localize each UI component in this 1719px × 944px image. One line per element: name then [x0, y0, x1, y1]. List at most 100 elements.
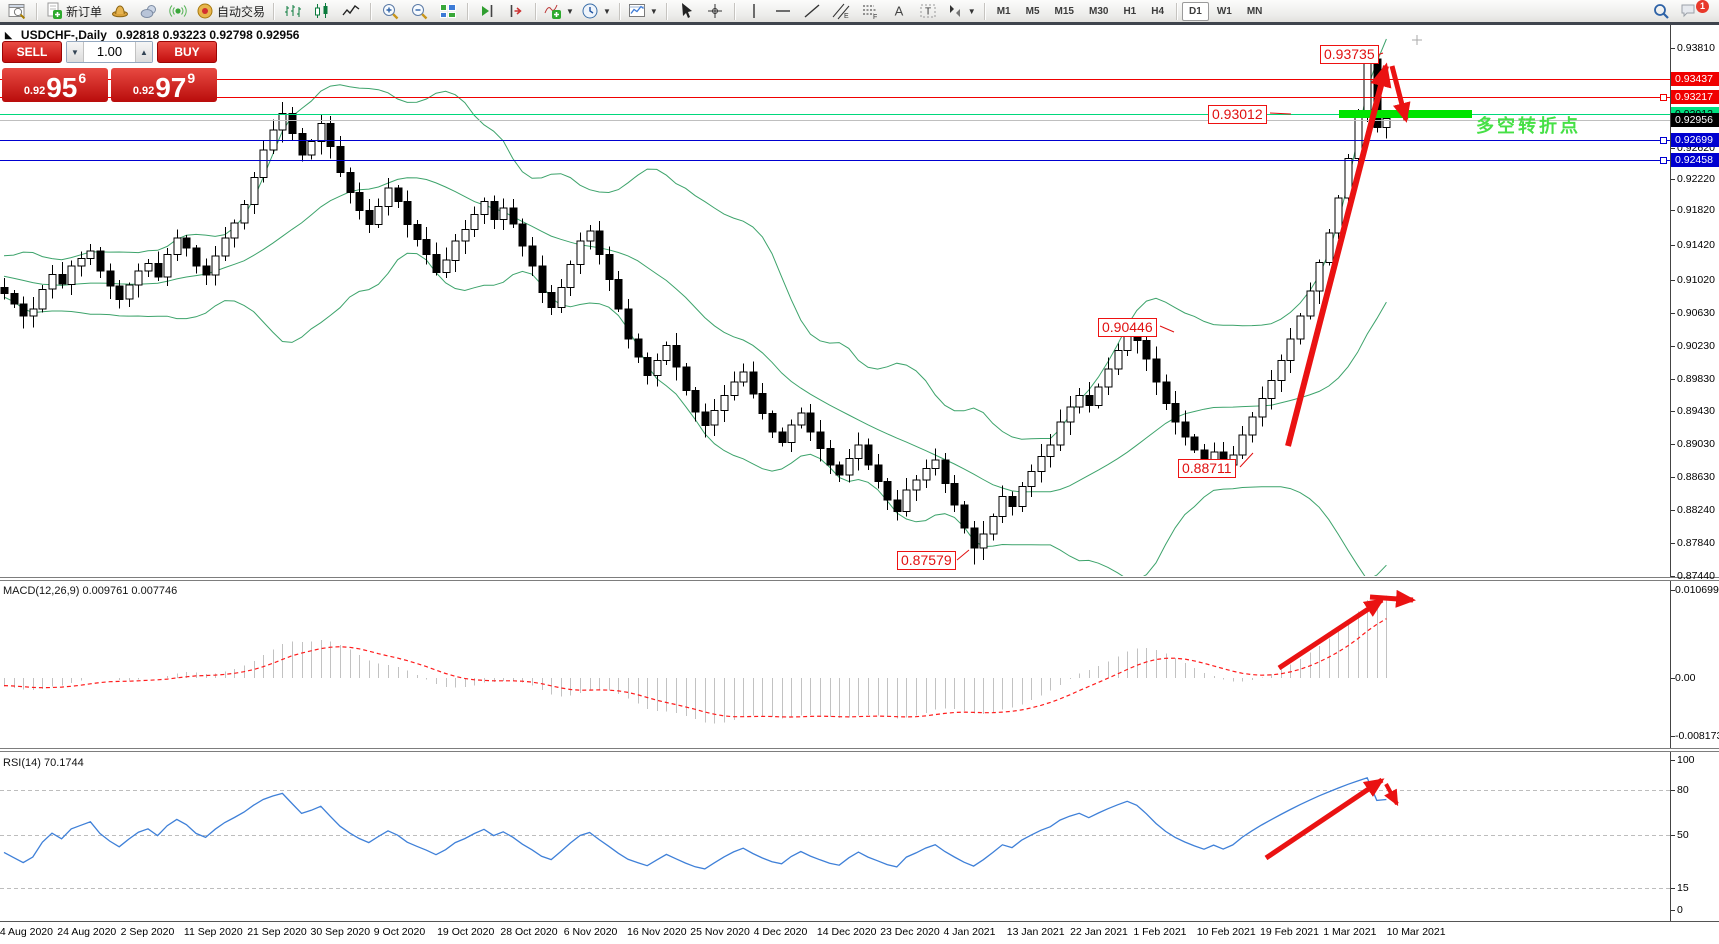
- bear-candle[interactable]: [365, 210, 374, 226]
- level-handle[interactable]: [1660, 137, 1667, 144]
- rsi-line[interactable]: [3, 776, 1387, 870]
- bear-candle[interactable]: [864, 444, 873, 466]
- navigator-icon[interactable]: [135, 1, 163, 21]
- bull-candle[interactable]: [77, 258, 86, 267]
- price-annotation-0.93735[interactable]: 0.93735: [1320, 45, 1379, 64]
- zoom-in-button[interactable]: [376, 1, 404, 21]
- bull-candle[interactable]: [1286, 338, 1295, 362]
- bull-candle[interactable]: [989, 515, 998, 535]
- bull-candle[interactable]: [1056, 421, 1065, 446]
- volume-stepper[interactable]: ▼ 1.00 ▲: [66, 41, 153, 63]
- bull-candle[interactable]: [710, 409, 719, 426]
- bull-candle[interactable]: [451, 240, 460, 261]
- bear-candle[interactable]: [538, 265, 547, 294]
- bear-candle[interactable]: [691, 389, 700, 413]
- templates-button[interactable]: ▼: [625, 1, 661, 21]
- bear-candle[interactable]: [192, 247, 201, 267]
- macd-signal-line[interactable]: [3, 618, 1387, 718]
- arrows-button[interactable]: ▼: [943, 1, 979, 21]
- bear-candle[interactable]: [1142, 340, 1151, 360]
- bull-candle[interactable]: [576, 240, 585, 265]
- bear-candle[interactable]: [970, 527, 979, 549]
- bull-candle[interactable]: [173, 237, 182, 255]
- bull-candle[interactable]: [1296, 315, 1305, 340]
- bull-candle[interactable]: [278, 113, 287, 131]
- price-badge-0.93217[interactable]: 0.93217: [1671, 90, 1719, 104]
- price-annotation-0.87579[interactable]: 0.87579: [897, 551, 956, 570]
- chat-icon[interactable]: [1675, 1, 1703, 21]
- volume-increase-button[interactable]: ▲: [135, 42, 152, 62]
- bear-candle[interactable]: [1152, 358, 1161, 383]
- bear-candle[interactable]: [672, 345, 681, 368]
- bull-candle[interactable]: [163, 253, 172, 278]
- bull-candle[interactable]: [1363, 58, 1372, 114]
- bear-candle[interactable]: [893, 499, 902, 512]
- bear-candle[interactable]: [816, 431, 825, 449]
- crosshair-button[interactable]: [701, 1, 729, 21]
- trend-arrow[interactable]: [1369, 589, 1416, 608]
- bull-candle[interactable]: [1104, 368, 1113, 388]
- level-handle[interactable]: [1660, 157, 1667, 164]
- trend-arrow[interactable]: [1285, 62, 1392, 447]
- bull-candle[interactable]: [845, 457, 854, 476]
- timeframe-mn[interactable]: MN: [1246, 5, 1263, 17]
- timeframe-h4[interactable]: H4: [1151, 5, 1165, 17]
- signals-icon[interactable]: [164, 1, 192, 21]
- bear-candle[interactable]: [154, 263, 163, 278]
- bull-candle[interactable]: [374, 205, 383, 226]
- timeframe-m5[interactable]: M5: [1025, 5, 1040, 17]
- bear-candle[interactable]: [106, 270, 115, 287]
- timeframe-h1[interactable]: H1: [1123, 5, 1137, 17]
- bull-candle[interactable]: [1027, 471, 1036, 488]
- bear-candle[interactable]: [1171, 403, 1180, 423]
- timeframe-m15[interactable]: M15: [1054, 5, 1074, 17]
- trendline-button[interactable]: [798, 1, 826, 21]
- bear-candle[interactable]: [835, 464, 844, 476]
- main-pane[interactable]: [0, 38, 1391, 580]
- bull-candle[interactable]: [854, 444, 863, 459]
- bull-candle[interactable]: [499, 207, 508, 221]
- bear-candle[interactable]: [778, 431, 787, 444]
- bear-candle[interactable]: [509, 207, 518, 225]
- channel-button[interactable]: E: [827, 1, 855, 21]
- bear-candle[interactable]: [355, 191, 364, 212]
- bear-candle[interactable]: [1190, 436, 1199, 451]
- bear-candle[interactable]: [883, 481, 892, 501]
- bear-candle[interactable]: [624, 308, 633, 340]
- bull-candle[interactable]: [384, 187, 393, 207]
- bear-candle[interactable]: [758, 393, 767, 415]
- bull-candle[interactable]: [1258, 398, 1267, 418]
- bull-candle[interactable]: [979, 533, 988, 549]
- rsi-pane[interactable]: [0, 776, 1670, 889]
- bear-candle[interactable]: [19, 303, 28, 317]
- bear-candle[interactable]: [1162, 381, 1171, 405]
- sell-price-box[interactable]: 0.92 95 6: [2, 68, 108, 102]
- macd-histogram[interactable]: [4, 595, 1387, 724]
- bull-candle[interactable]: [1267, 380, 1276, 400]
- bull-candle[interactable]: [461, 229, 470, 242]
- bull-candle[interactable]: [29, 308, 38, 317]
- bear-candle[interactable]: [346, 171, 355, 193]
- bull-candle[interactable]: [144, 263, 153, 272]
- collapse-triangle-icon[interactable]: ◣: [5, 29, 12, 40]
- level-handle[interactable]: [1660, 94, 1667, 101]
- bear-candle[interactable]: [701, 411, 710, 426]
- bull-candle[interactable]: [259, 149, 268, 178]
- market-watch-icon[interactable]: [106, 1, 134, 21]
- bear-candle[interactable]: [634, 338, 643, 358]
- new-order-button[interactable]: 新订单: [42, 1, 105, 21]
- bear-candle[interactable]: [682, 366, 691, 391]
- bear-candle[interactable]: [202, 265, 211, 276]
- bull-candle[interactable]: [38, 288, 47, 310]
- trend-arrow[interactable]: [1384, 783, 1399, 807]
- bear-candle[interactable]: [960, 504, 969, 529]
- bull-candle[interactable]: [240, 204, 249, 224]
- bear-candle[interactable]: [182, 237, 191, 249]
- bear-candle[interactable]: [643, 356, 652, 376]
- bear-candle[interactable]: [806, 412, 815, 433]
- timeframe-w1[interactable]: W1: [1216, 5, 1232, 17]
- buy-button[interactable]: BUY: [157, 41, 217, 63]
- bull-candle[interactable]: [470, 214, 479, 231]
- bull-candle[interactable]: [931, 459, 940, 469]
- fibonacci-button[interactable]: F: [856, 1, 884, 21]
